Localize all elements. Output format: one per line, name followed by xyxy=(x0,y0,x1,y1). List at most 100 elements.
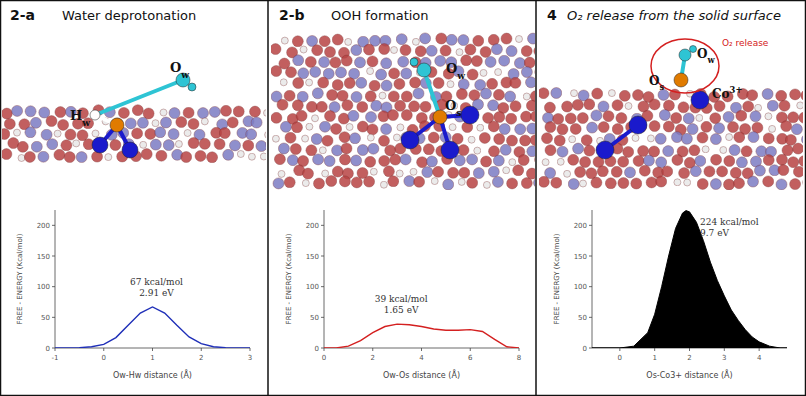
slab-atom xyxy=(801,90,803,101)
slab-atom xyxy=(500,144,511,155)
y-tick-label: 150 xyxy=(37,253,50,261)
slab-atom xyxy=(616,113,627,124)
slab-atom xyxy=(339,132,350,143)
co3-atom xyxy=(691,91,709,109)
slab-atom xyxy=(381,80,392,91)
slab-atom xyxy=(376,69,387,80)
divider xyxy=(267,0,269,396)
slab-atom xyxy=(506,113,517,124)
x-tick xyxy=(759,348,760,351)
x-tick xyxy=(372,348,373,351)
slab-atom xyxy=(426,45,437,56)
y-tick-label: 200 xyxy=(306,222,319,230)
slab-atom xyxy=(436,33,447,44)
slab-atom xyxy=(728,122,739,133)
slab-atom xyxy=(251,117,262,128)
slab-atom xyxy=(580,157,591,168)
slab-atom xyxy=(598,101,609,112)
slab-atom xyxy=(264,109,267,116)
slab-atom xyxy=(306,123,313,130)
slab-atom xyxy=(458,145,469,156)
slab-atom xyxy=(290,144,301,155)
y-tick-label: 150 xyxy=(306,253,319,261)
slab-atom xyxy=(632,135,639,142)
y-tick-label: 0 xyxy=(583,345,587,353)
slab-atom xyxy=(345,38,352,45)
slab-atom xyxy=(505,91,516,102)
slab-atom xyxy=(741,146,752,157)
slab-atom xyxy=(336,67,347,78)
panel-title: OOH formation xyxy=(331,8,429,23)
slab-atom xyxy=(324,156,335,167)
slab-atom xyxy=(351,177,362,188)
slab-atom xyxy=(207,152,218,163)
slab-atom xyxy=(467,69,478,80)
slab-atom xyxy=(351,91,362,102)
x-tick-label: 2 xyxy=(199,354,203,362)
slab-atom xyxy=(535,66,536,77)
co-atom xyxy=(596,141,614,159)
slab-atom xyxy=(797,102,803,109)
slab-atom xyxy=(755,104,762,111)
slab-atom xyxy=(623,146,634,157)
slab-atom xyxy=(625,103,632,110)
x-axis-label: Os-Co3+ distance (Å) xyxy=(646,369,732,380)
slab-atom xyxy=(303,168,314,179)
slab-atom xyxy=(633,155,644,166)
slab-atom xyxy=(763,155,774,166)
slab-atom xyxy=(125,118,136,129)
slab-atom xyxy=(542,133,553,144)
slab-atom xyxy=(695,155,706,166)
panel-label: 2-a xyxy=(10,7,35,23)
label-base: H xyxy=(70,108,82,123)
slab-atom xyxy=(2,129,10,140)
slab-atom xyxy=(683,113,694,124)
slab-atom xyxy=(320,121,331,132)
slab-atom xyxy=(521,67,532,78)
slab-atom xyxy=(337,90,348,101)
y-axis xyxy=(324,210,325,348)
slab-atom xyxy=(663,121,674,132)
slab-atom xyxy=(312,88,323,99)
slab-atom xyxy=(756,146,767,157)
slab-atom xyxy=(570,123,581,134)
slab-atom xyxy=(743,101,754,112)
slab-atom xyxy=(18,155,25,162)
slab-atom xyxy=(280,79,287,86)
slab-atom xyxy=(168,129,179,140)
slab-atom xyxy=(306,145,317,156)
slab-atom xyxy=(493,155,504,166)
slab-atom xyxy=(714,123,725,134)
slab-atom xyxy=(674,179,681,186)
energy-annotation: 1.65 eV xyxy=(384,305,419,315)
slab-atom xyxy=(690,166,701,177)
slab-atom xyxy=(17,141,28,152)
slab-atom xyxy=(322,135,333,146)
slab-atom xyxy=(393,134,400,141)
slab-atom xyxy=(54,149,65,160)
slab-atom xyxy=(365,156,376,167)
slab-atom xyxy=(357,101,368,112)
slab-atom xyxy=(539,88,549,99)
slab-atom xyxy=(531,111,536,122)
slab-atom xyxy=(280,121,291,132)
slab-atom xyxy=(443,179,454,190)
structure-image xyxy=(2,73,266,163)
slab-atom xyxy=(364,176,375,187)
co-atom xyxy=(122,142,138,158)
slab-atom xyxy=(710,179,721,190)
slab-atom xyxy=(214,139,225,150)
slab-atom xyxy=(271,112,282,123)
slab-atom xyxy=(723,111,734,122)
slab-atom xyxy=(306,79,313,86)
slab-atom xyxy=(312,115,319,122)
slab-atom xyxy=(250,106,261,117)
slab-atom xyxy=(687,124,698,135)
plot-area xyxy=(324,324,519,348)
slab-atom xyxy=(286,67,297,78)
slab-atom xyxy=(332,166,343,177)
slab-atom xyxy=(61,140,72,151)
y-tick xyxy=(52,348,55,349)
slab-atom xyxy=(647,135,654,142)
slab-atom xyxy=(487,78,498,89)
